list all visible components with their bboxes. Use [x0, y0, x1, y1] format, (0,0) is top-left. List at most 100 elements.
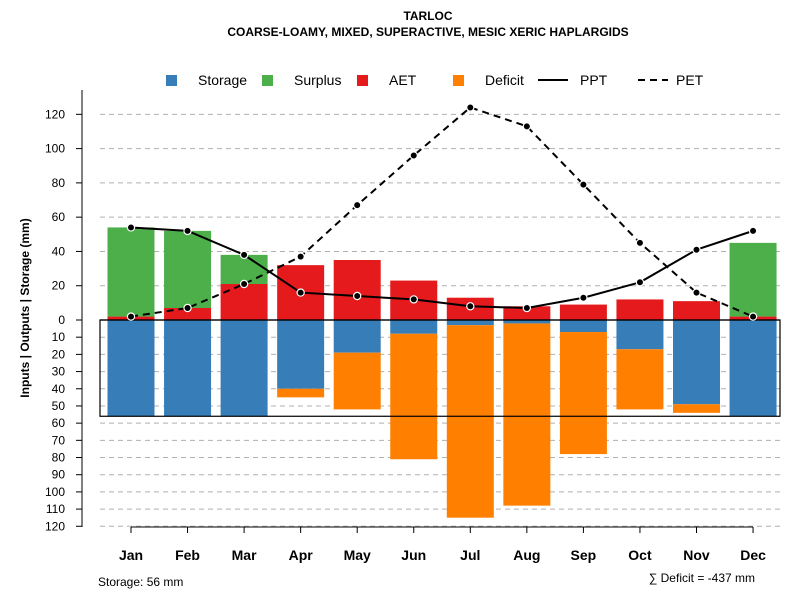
legend-ppt-label: PPT [580, 72, 608, 88]
surplus-bar [729, 242, 777, 317]
ppt-point [409, 295, 418, 304]
pet-point [353, 200, 362, 210]
aet-bar [616, 299, 664, 320]
y-tick-label: 120 [45, 519, 65, 533]
storage-bar [333, 320, 381, 353]
ppt-point [579, 293, 588, 302]
pet-point [635, 238, 645, 248]
storage-bar [503, 320, 551, 324]
legend: Storage Surplus AET Deficit PPT PET [166, 72, 704, 88]
ppt-point [239, 250, 249, 260]
storage-bar [446, 320, 494, 326]
x-tick-label: Dec [740, 547, 766, 563]
pet-line [130, 106, 754, 318]
pet-point [579, 180, 588, 189]
ppt-point [296, 288, 305, 297]
legend-deficit-swatch [453, 75, 464, 86]
y-axis-label: Inputs | Outputs | Storage (mm) [18, 218, 32, 397]
deficit-bar [333, 352, 381, 410]
y-tick-label: 80 [52, 176, 66, 190]
y-tick-label: 40 [52, 382, 66, 396]
aet-bar [673, 301, 720, 320]
storage-bar [107, 320, 155, 417]
storage-bar [390, 320, 438, 334]
ppt-point [466, 302, 475, 311]
surplus-bar [164, 230, 212, 309]
aet-bar [559, 304, 607, 320]
pet-point [522, 122, 532, 131]
legend-aet-label: AET [389, 72, 417, 88]
y-tick-label: 110 [46, 502, 65, 516]
deficit-note: ∑ Deficit = -437 mm [649, 571, 755, 585]
storage-bar [559, 320, 607, 333]
x-tick-label: Aug [513, 547, 540, 563]
y-tick-label: 40 [52, 244, 66, 258]
y-tick-label: 60 [52, 210, 66, 224]
x-tick-label: May [344, 547, 371, 563]
storage-bar [220, 320, 268, 417]
pet-point [126, 312, 136, 321]
ppt-point [353, 291, 362, 301]
x-tick-label: Feb [175, 547, 200, 563]
x-tick-label: Jul [460, 547, 480, 563]
y-tick-label: 100 [45, 485, 65, 499]
surplus-bar [107, 227, 155, 317]
y-tick-label: 20 [52, 347, 66, 361]
ppt-point [635, 278, 645, 287]
y-tick-label: 80 [52, 451, 66, 465]
y-tick-label: 20 [52, 279, 66, 293]
y-tick-label: 100 [45, 142, 65, 156]
surplus-bar [220, 254, 268, 285]
storage-bar [277, 320, 325, 389]
deficit-bar [616, 349, 664, 410]
y-tick-label: 10 [52, 330, 66, 344]
pet-point [409, 151, 418, 160]
lines [126, 103, 758, 321]
bars [99, 227, 781, 518]
x-tick-label: Sep [571, 547, 597, 563]
aet-bar [220, 284, 268, 320]
x-tick-label: Mar [232, 547, 257, 563]
deficit-bar [503, 323, 551, 506]
ppt-point [126, 223, 136, 232]
chart-title: TARLOC [403, 9, 452, 23]
ppt-point [183, 226, 192, 236]
y-tick-label: 70 [52, 433, 66, 447]
y-tick-label: 120 [45, 107, 65, 121]
ppt-point [522, 303, 532, 313]
y-tick-label: 30 [52, 365, 66, 379]
deficit-bar [390, 333, 438, 460]
storage-bar [616, 320, 664, 350]
x-tick-label: Nov [683, 547, 710, 563]
legend-surplus-label: Surplus [294, 72, 341, 88]
storage-bar [673, 320, 720, 405]
x-tick-label: Oct [628, 547, 652, 563]
storage-note: Storage: 56 mm [98, 575, 183, 589]
legend-pet-label: PET [676, 72, 704, 88]
x-tick-label: Apr [289, 547, 314, 563]
deficit-bar [446, 325, 494, 518]
pet-point [748, 312, 758, 321]
legend-aet-swatch [357, 75, 368, 86]
deficit-bar [559, 332, 607, 455]
pet-point [466, 103, 475, 112]
axes: 0 20 40 60 80 100 120 10 20 30 40 50 60 70 80 90 100 110 1… [45, 90, 766, 563]
pet-point [296, 252, 305, 261]
chart-subtitle: COARSE-LOAMY, MIXED, SUPERACTIVE, MESIC … [227, 25, 628, 39]
ppt-point [748, 226, 758, 236]
aet-bar [503, 306, 551, 320]
legend-storage-label: Storage [198, 72, 247, 88]
legend-deficit-label: Deficit [485, 72, 524, 88]
pet-point [239, 279, 249, 289]
aet-bar [333, 260, 381, 320]
storage-bar [729, 320, 777, 417]
ppt-line [130, 226, 754, 310]
y-tick-label: 0 [58, 313, 65, 327]
y-tick-label: 90 [52, 468, 66, 482]
pet-point [183, 303, 192, 313]
deficit-bar [673, 404, 720, 413]
x-tick-label: Jun [401, 547, 426, 563]
storage-bar [164, 320, 212, 417]
deficit-bar [277, 388, 325, 398]
